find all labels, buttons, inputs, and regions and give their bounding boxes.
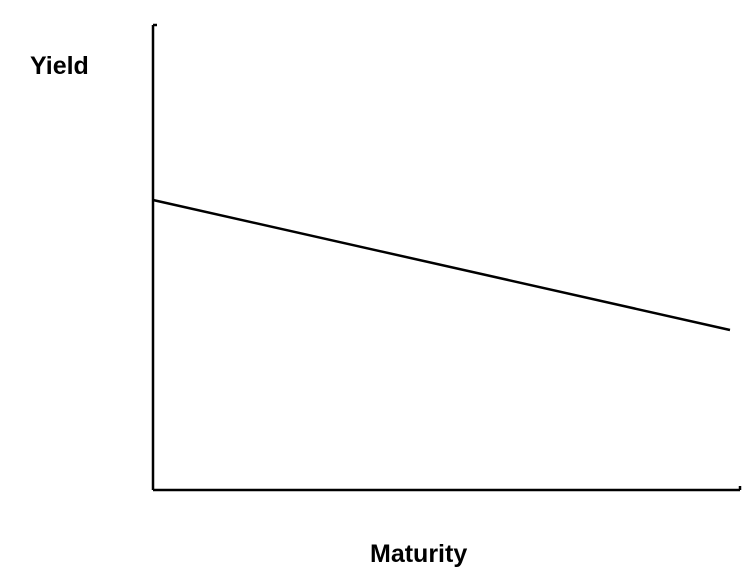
yield-curve-line <box>153 200 730 330</box>
x-axis-label: Maturity <box>370 540 467 569</box>
chart-canvas <box>0 0 750 579</box>
yield-curve-chart: Yield Maturity <box>0 0 750 579</box>
y-axis-label: Yield <box>30 52 89 81</box>
